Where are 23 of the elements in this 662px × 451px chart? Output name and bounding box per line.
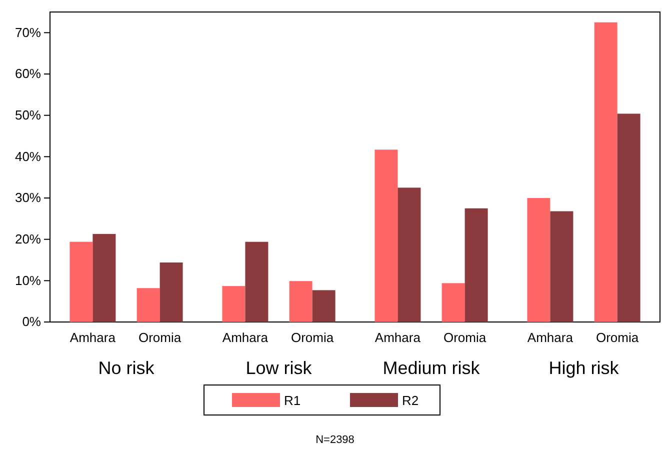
x-tick-label: Amhara [222, 330, 269, 345]
text: Low risk [246, 358, 313, 378]
x-tick-label: Oromia [596, 330, 640, 345]
y-tick-label: 60% [14, 66, 42, 82]
y-tick-label: 50% [14, 107, 42, 122]
text: No risk [98, 358, 156, 378]
y-tick-label: 20% [14, 231, 42, 246]
text: Medium risk [382, 358, 481, 378]
legend-label: R1 [284, 393, 301, 408]
y-tick-label: 0% [22, 314, 42, 330]
x-tick-label: Oromia [443, 330, 487, 345]
y-tick-label: 40% [14, 148, 42, 164]
x-tick-label: Oromia [138, 330, 182, 345]
text: N=2398 [316, 434, 354, 446]
legend-label: R2 [402, 393, 419, 408]
x-tick-label: Amhara [70, 330, 116, 345]
x-tick-label: Oromia [290, 330, 334, 345]
x-tick-label: Amhara [527, 330, 574, 345]
text: High risk [548, 358, 620, 378]
x-tick-label: Amhara [374, 330, 422, 345]
y-tick-label: 70% [14, 24, 42, 40]
y-tick-label: 10% [14, 272, 42, 288]
y-tick-label: 30% [14, 190, 42, 206]
